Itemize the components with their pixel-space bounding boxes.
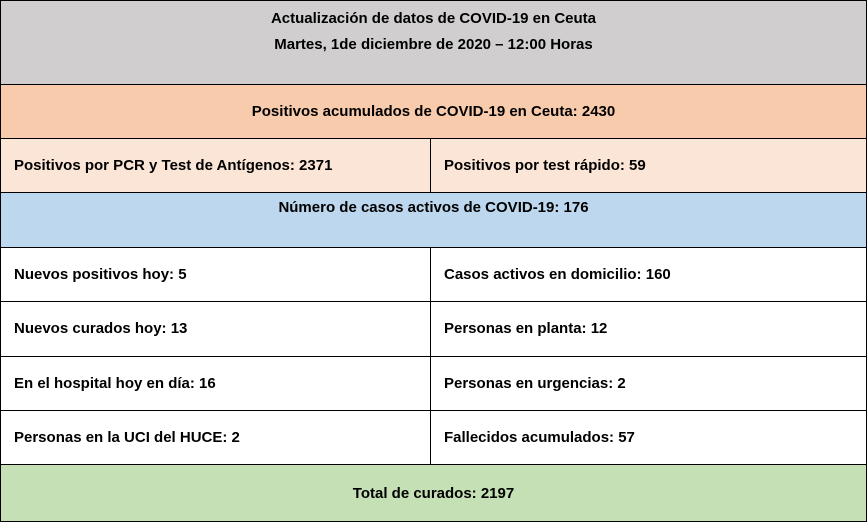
header-date: Martes, 1de diciembre de 2020 – 12:00 Ho… [274, 36, 593, 53]
positivos-acumulados: Positivos acumulados de COVID-19 en Ceut… [0, 84, 867, 139]
detail-cell: Personas en planta: 12 [430, 301, 867, 357]
casos-activos: Número de casos activos de COVID-19: 176 [0, 192, 867, 248]
detail-cell: En el hospital hoy en día: 16 [0, 355, 431, 411]
detail-cell: Nuevos positivos hoy: 5 [0, 247, 431, 303]
detail-cell: Nuevos curados hoy: 13 [0, 301, 431, 357]
positivos-rapido: Positivos por test rápido: 59 [430, 138, 867, 193]
detail-cell: Personas en urgencias: 2 [430, 355, 867, 411]
detail-cell: Casos activos en domicilio: 160 [430, 247, 867, 303]
header-title: Actualización de datos de COVID-19 en Ce… [270, 10, 597, 27]
total-curados: Total de curados: 2197 [0, 464, 867, 522]
detail-cell: Fallecidos acumulados: 57 [430, 409, 867, 465]
header: Actualización de datos de COVID-19 en Ce… [0, 0, 867, 85]
detail-cell: Personas en la UCI del HUCE: 2 [0, 409, 431, 465]
positivos-pcr: Positivos por PCR y Test de Antígenos: 2… [0, 138, 431, 193]
